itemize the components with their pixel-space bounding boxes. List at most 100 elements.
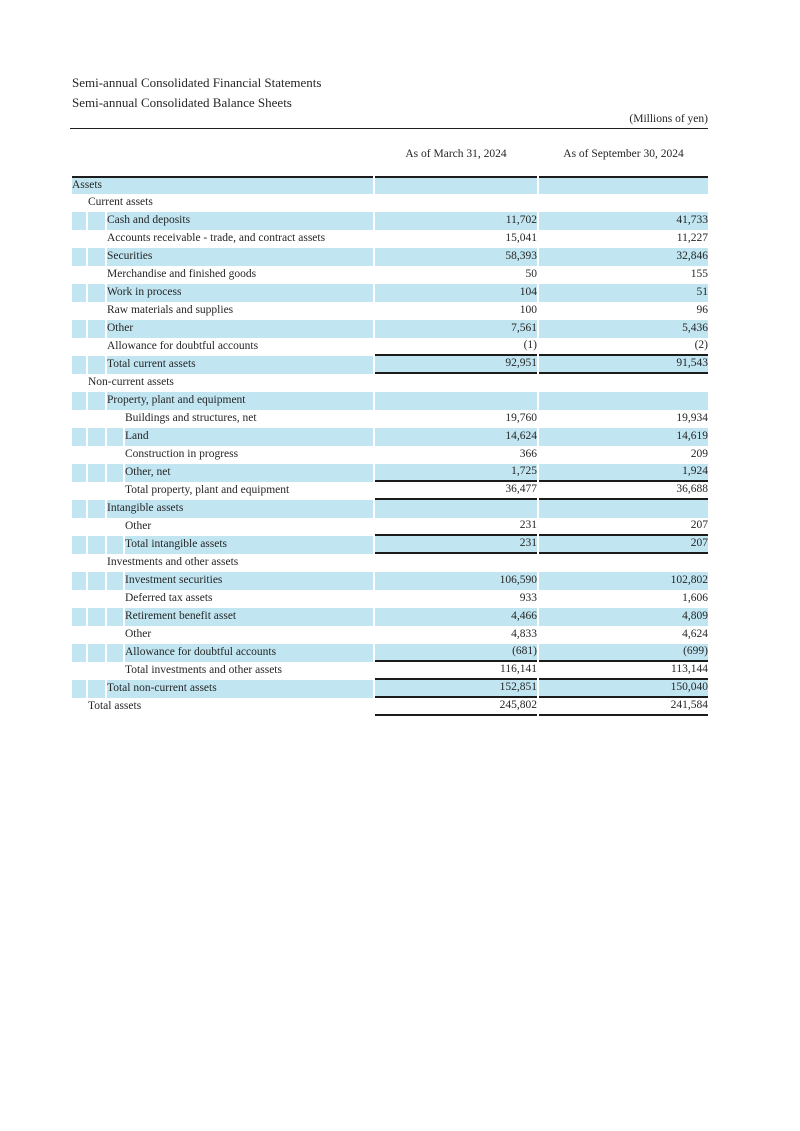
row-label: Total assets [88, 700, 142, 713]
indent-cell [88, 482, 105, 500]
indent-cell [88, 302, 105, 320]
indent-cell [72, 626, 86, 644]
value-cell [539, 176, 708, 194]
indent-cell [88, 410, 105, 428]
table-row: Other 231 207 [72, 518, 708, 536]
indent-cell [72, 662, 86, 680]
value-cell: 92,951 [375, 356, 537, 374]
value-cell [375, 374, 537, 392]
table-row: Cash and deposits 11,702 41,733 [72, 212, 708, 230]
indent-cell [88, 230, 105, 248]
indent-cell [88, 212, 105, 230]
row-label: Total current assets [107, 356, 373, 374]
indent-cell [88, 680, 105, 698]
indent-cell [88, 446, 105, 464]
row-label: Buildings and structures, net [125, 412, 257, 425]
value-cell: 19,934 [676, 412, 708, 425]
table-row: Other 4,833 4,624 [72, 626, 708, 644]
table-row: Construction in progress 366 209 [72, 446, 708, 464]
value-cell: 1,725 [375, 464, 537, 482]
value-cell: 231 [375, 536, 537, 554]
indent-cell [88, 266, 105, 284]
indent-cell [88, 536, 105, 554]
balance-sheet-table: As of March 31, 2024 As of September 30,… [70, 137, 710, 716]
indent-cell [88, 590, 105, 608]
value-cell: 207 [539, 518, 708, 536]
indent-cell [88, 392, 105, 410]
value-cell: 933 [519, 592, 537, 605]
value-cell: 19,760 [505, 412, 537, 425]
value-cell: 36,688 [539, 482, 708, 500]
table-row: Total intangible assets 231 207 [72, 536, 708, 554]
table-row: Investments and other assets [72, 554, 708, 572]
indent-cell [107, 428, 123, 446]
table-row: Other, net 1,725 1,924 [72, 464, 708, 482]
indent-cell [107, 536, 123, 554]
indent-cell [72, 374, 86, 392]
table-row: Assets [72, 176, 708, 194]
indent-cell [107, 662, 123, 680]
indent-cell [72, 410, 86, 428]
indent-cell [88, 500, 105, 518]
table-row: Total current assets 92,951 91,543 [72, 356, 708, 374]
value-cell: (699) [539, 644, 708, 662]
row-label: Allowance for doubtful accounts [125, 644, 373, 662]
indent-cell [72, 554, 86, 572]
column-header-september-2024: As of September 30, 2024 [563, 147, 684, 160]
document-title: Semi-annual Consolidated Financial State… [72, 75, 322, 90]
row-label: Allowance for doubtful accounts [107, 340, 259, 353]
value-cell: 14,619 [539, 428, 708, 446]
indent-cell [72, 572, 86, 590]
value-cell: 245,802 [375, 698, 537, 716]
value-cell: (681) [375, 644, 537, 662]
table-row: Total investments and other assets 116,14… [72, 662, 708, 680]
indent-cell [107, 608, 123, 626]
table-row: Investment securities 106,590 102,802 [72, 572, 708, 590]
table-row: Other 7,561 5,436 [72, 320, 708, 338]
row-label: Work in process [107, 284, 373, 302]
table-row: Land 14,624 14,619 [72, 428, 708, 446]
value-cell [539, 374, 708, 392]
value-cell: 4,466 [375, 608, 537, 626]
row-label: Investments and other assets [107, 556, 239, 569]
indent-cell [88, 572, 105, 590]
value-cell: 4,624 [682, 628, 708, 641]
row-label: Other, net [125, 464, 373, 482]
indent-cell [88, 320, 105, 338]
value-cell: 5,436 [539, 320, 708, 338]
table-row: Merchandise and finished goods 50 155 [72, 266, 708, 284]
value-cell [539, 500, 708, 518]
value-cell: 58,393 [375, 248, 537, 266]
indent-cell [88, 644, 105, 662]
value-cell [375, 500, 537, 518]
indent-cell [88, 338, 105, 356]
row-label: Deferred tax assets [125, 592, 213, 605]
indent-cell [72, 194, 86, 212]
value-cell: 366 [519, 448, 537, 461]
document-subtitle: Semi-annual Consolidated Balance Sheets [72, 95, 292, 110]
table-row: Total property, plant and equipment 36,47… [72, 482, 708, 500]
indent-cell [107, 590, 123, 608]
value-cell: 91,543 [539, 356, 708, 374]
indent-cell [107, 644, 123, 662]
indent-cell [107, 518, 123, 536]
value-cell [539, 392, 708, 410]
row-label: Land [125, 428, 373, 446]
value-cell: 1,924 [539, 464, 708, 482]
value-cell: 36,477 [375, 482, 537, 500]
value-cell: 100 [519, 304, 537, 317]
table-row: Raw materials and supplies 100 96 [72, 302, 708, 320]
indent-cell [107, 572, 123, 590]
value-cell [375, 194, 537, 212]
row-label: Accounts receivable - trade, and contrac… [107, 232, 326, 245]
value-cell: 11,227 [676, 232, 708, 245]
row-label: Raw materials and supplies [107, 304, 234, 317]
value-cell: 207 [539, 536, 708, 554]
row-label: Total intangible assets [125, 536, 373, 554]
indent-cell [72, 500, 86, 518]
row-label: Total non-current assets [107, 680, 373, 698]
row-label: Construction in progress [125, 448, 239, 461]
row-label: Retirement benefit asset [125, 608, 373, 626]
value-cell [375, 176, 537, 194]
